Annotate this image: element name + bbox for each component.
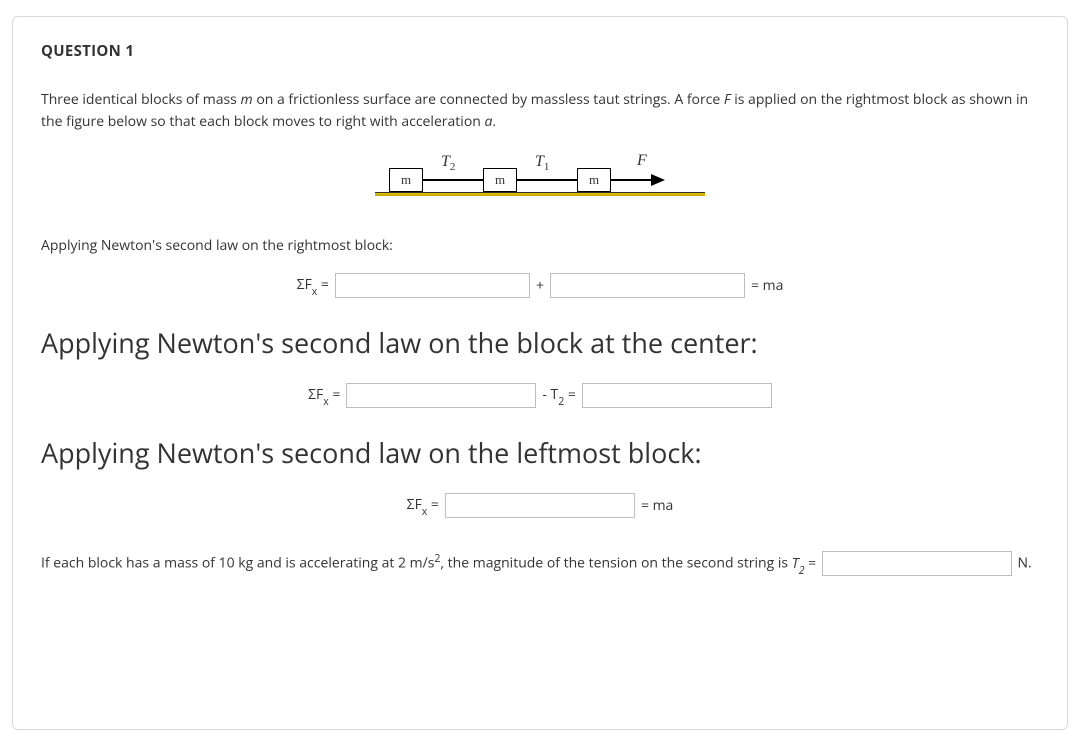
equals: = bbox=[317, 275, 329, 294]
eq-lhs: ΣFx = bbox=[407, 495, 439, 517]
question-card: QUESTION 1 Three identical blocks of mas… bbox=[12, 16, 1068, 730]
equation-leftmost: ΣFx = = ma bbox=[41, 493, 1039, 518]
prompt-var-f: F bbox=[724, 90, 731, 109]
final-t2-sub: 2 bbox=[799, 564, 805, 578]
input-left-term1[interactable] bbox=[445, 493, 635, 518]
block-right: m bbox=[577, 168, 611, 192]
input-final-t2[interactable] bbox=[822, 551, 1012, 576]
prompt-text: on a frictionless surface are connected … bbox=[253, 90, 724, 109]
plus-sign: + bbox=[536, 276, 544, 295]
final-paragraph: If each block has a mass of 10 kg and is… bbox=[41, 548, 1039, 581]
string-t1 bbox=[517, 179, 577, 181]
eq-rhs: = ma bbox=[751, 276, 783, 295]
sigma-fx: ΣF bbox=[308, 385, 323, 404]
label-t2-sym: T bbox=[441, 153, 450, 170]
sigma-fx-sub: x bbox=[422, 505, 428, 519]
section-center-heading: Applying Newton's second law on the bloc… bbox=[41, 324, 1039, 361]
prompt-text: Three identical blocks of mass bbox=[41, 90, 241, 109]
equation-rightmost: ΣFx = + = ma bbox=[41, 273, 1039, 298]
block-center: m bbox=[483, 168, 517, 192]
label-t2: T2 bbox=[441, 153, 455, 173]
block-left: m bbox=[389, 168, 423, 192]
input-right-term1[interactable] bbox=[335, 273, 530, 298]
input-right-term2[interactable] bbox=[550, 273, 745, 298]
label-t1-sym: T bbox=[535, 153, 544, 170]
section-leftmost-heading: Applying Newton's second law on the left… bbox=[41, 434, 1039, 471]
minus-t2-eq: = bbox=[564, 385, 576, 404]
input-center-term1[interactable] bbox=[346, 383, 536, 408]
eq-lhs: ΣFx = bbox=[297, 275, 329, 297]
equation-center: ΣFx = - T2 = bbox=[41, 383, 1039, 408]
sigma-fx: ΣF bbox=[297, 275, 312, 294]
label-t2-sub: 2 bbox=[450, 162, 456, 174]
force-line bbox=[611, 179, 653, 181]
final-text: If each block has a mass of 10 kg and is… bbox=[41, 554, 434, 573]
final-text: , the magnitude of the tension on the se… bbox=[440, 554, 791, 573]
label-f: F bbox=[637, 152, 647, 170]
eq-lhs: ΣFx = bbox=[308, 385, 340, 407]
diagram: m m m T2 T1 F bbox=[41, 150, 1039, 208]
diagram-canvas: m m m T2 T1 F bbox=[375, 150, 705, 208]
minus-t2-a: - T bbox=[542, 385, 558, 404]
label-t1-sub: 1 bbox=[544, 162, 550, 174]
eq-rhs: = ma bbox=[641, 496, 673, 515]
surface-line bbox=[375, 192, 705, 196]
string-t2 bbox=[423, 179, 483, 181]
equals: = bbox=[427, 495, 439, 514]
force-arrowhead bbox=[651, 174, 665, 186]
sigma-fx-sub: x bbox=[312, 285, 318, 299]
final-text: = bbox=[805, 554, 820, 573]
final-t2-sym: T bbox=[792, 554, 799, 573]
input-center-term2[interactable] bbox=[582, 383, 772, 408]
final-unit: N. bbox=[1014, 554, 1032, 573]
prompt-var-m: m bbox=[241, 90, 253, 109]
sigma-fx-sub: x bbox=[323, 395, 329, 409]
label-t1: T1 bbox=[535, 153, 549, 173]
section-rightmost-heading: Applying Newton's second law on the righ… bbox=[41, 236, 1039, 255]
sigma-fx: ΣF bbox=[407, 495, 422, 514]
question-title: QUESTION 1 bbox=[41, 41, 1039, 61]
equals: = bbox=[329, 385, 341, 404]
question-prompt: Three identical blocks of mass m on a fr… bbox=[41, 89, 1039, 132]
final-t2: T2 bbox=[792, 554, 805, 573]
minus-t2: - T2 = bbox=[542, 385, 576, 407]
prompt-text: . bbox=[492, 112, 496, 131]
minus-t2-sub: 2 bbox=[558, 395, 564, 409]
